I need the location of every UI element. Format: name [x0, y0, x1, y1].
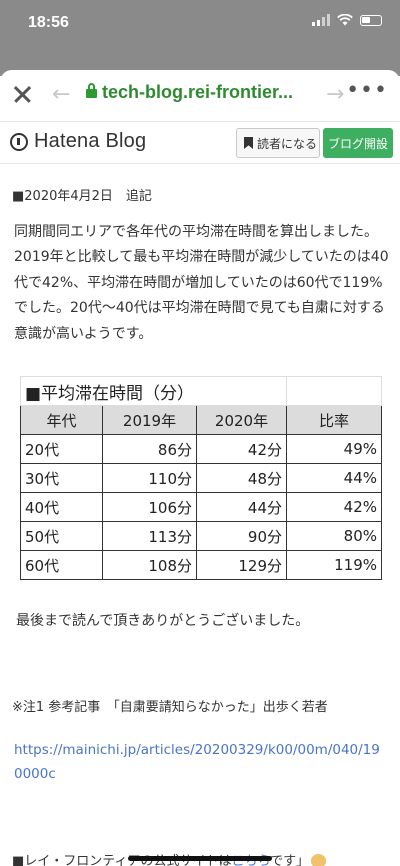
status-icons: [312, 14, 382, 26]
table-title-row: ■平均滞在時間（分）: [20, 376, 382, 406]
article-paragraph: 同期間同エリアで各年代の平均滞在時間を算出しました。2019年と比較して最も平均…: [14, 224, 389, 342]
table-header-row: 年代 2019年 2020年 比率: [20, 405, 382, 435]
table-row: 30代 110分 48分 44%: [20, 463, 382, 493]
table-row: 50代 113分 90分 80%: [20, 521, 382, 551]
hatena-logo-icon: [10, 133, 28, 151]
browser-sheet: ← tech-blog.rei-frontier... → ••• Hatena…: [0, 70, 400, 866]
table-cell: 110分: [102, 463, 197, 493]
person-emoji-icon: [311, 854, 327, 866]
table-cell: 42%: [286, 492, 382, 522]
table-row: 60代 108分 129分 119%: [20, 550, 382, 580]
blog-name[interactable]: Hatena Blog: [34, 130, 147, 152]
close-icon[interactable]: [10, 82, 34, 106]
table-title-empty-cell: [286, 376, 382, 406]
table-header-cell: 2019年: [102, 405, 197, 435]
footer-suffix: です」: [270, 854, 310, 866]
table-cell: 40代: [20, 492, 103, 522]
status-bar: 18:56: [0, 0, 400, 48]
signal-icon: [312, 14, 330, 26]
battery-icon: [360, 14, 382, 26]
table-cell: 80%: [286, 521, 382, 551]
forward-arrow-icon[interactable]: →: [326, 82, 345, 107]
subscribe-button[interactable]: 読者になる: [236, 128, 320, 158]
table-cell: 108分: [102, 550, 197, 580]
table-cell: 106分: [102, 492, 197, 522]
table-cell: 86分: [102, 434, 197, 464]
table-cell: 129分: [196, 550, 287, 580]
lock-icon: [86, 83, 97, 98]
address-bar: ← tech-blog.rei-frontier... → •••: [0, 70, 400, 122]
more-menu-icon[interactable]: •••: [346, 78, 388, 103]
table-cell: 30代: [20, 463, 103, 493]
table-cell: 113分: [102, 521, 197, 551]
table-title: ■平均滞在時間（分）: [20, 376, 287, 406]
blog-header: Hatena Blog 読者になる ブログ開設: [0, 122, 400, 164]
table-cell: 48分: [196, 463, 287, 493]
wifi-icon: [337, 14, 353, 26]
table-cell: 42分: [196, 434, 287, 464]
subscribe-label: 読者になる: [257, 136, 318, 151]
reference-link[interactable]: https://mainichi.jp/articles/20200329/k0…: [14, 742, 380, 782]
stay-time-table: ■平均滞在時間（分） 年代 2019年 2020年 比率 20代 86分 42分…: [20, 376, 382, 580]
table-cell: 44%: [286, 463, 382, 493]
table-row: 20代 86分 42分 49%: [20, 434, 382, 464]
status-time: 18:56: [28, 14, 69, 31]
table-cell: 90分: [196, 521, 287, 551]
table-cell: 119%: [286, 550, 382, 580]
closing-text: 最後まで読んで頂きありがとうございました。: [16, 613, 310, 629]
table-cell: 50代: [20, 521, 103, 551]
bookmark-icon: [244, 137, 253, 149]
table-cell: 49%: [286, 434, 382, 464]
open-blog-button[interactable]: ブログ開設: [323, 128, 393, 158]
back-arrow-icon[interactable]: ←: [52, 82, 71, 107]
home-indicator[interactable]: [128, 856, 272, 861]
table-cell: 44分: [196, 492, 287, 522]
reference-note: ※注1 参考記事 「自粛要請知らなかった」出歩く若者: [12, 700, 328, 715]
table-row: 40代 106分 44分 42%: [20, 492, 382, 522]
table-cell: 20代: [20, 434, 103, 464]
table-header-cell: 2020年: [196, 405, 287, 435]
table-header-cell: 比率: [286, 405, 382, 435]
table-header-cell: 年代: [20, 405, 103, 435]
postscript-heading: ■2020年4月2日 追記: [12, 189, 152, 204]
url-text[interactable]: tech-blog.rei-frontier...: [102, 82, 294, 102]
table-cell: 60代: [20, 550, 103, 580]
